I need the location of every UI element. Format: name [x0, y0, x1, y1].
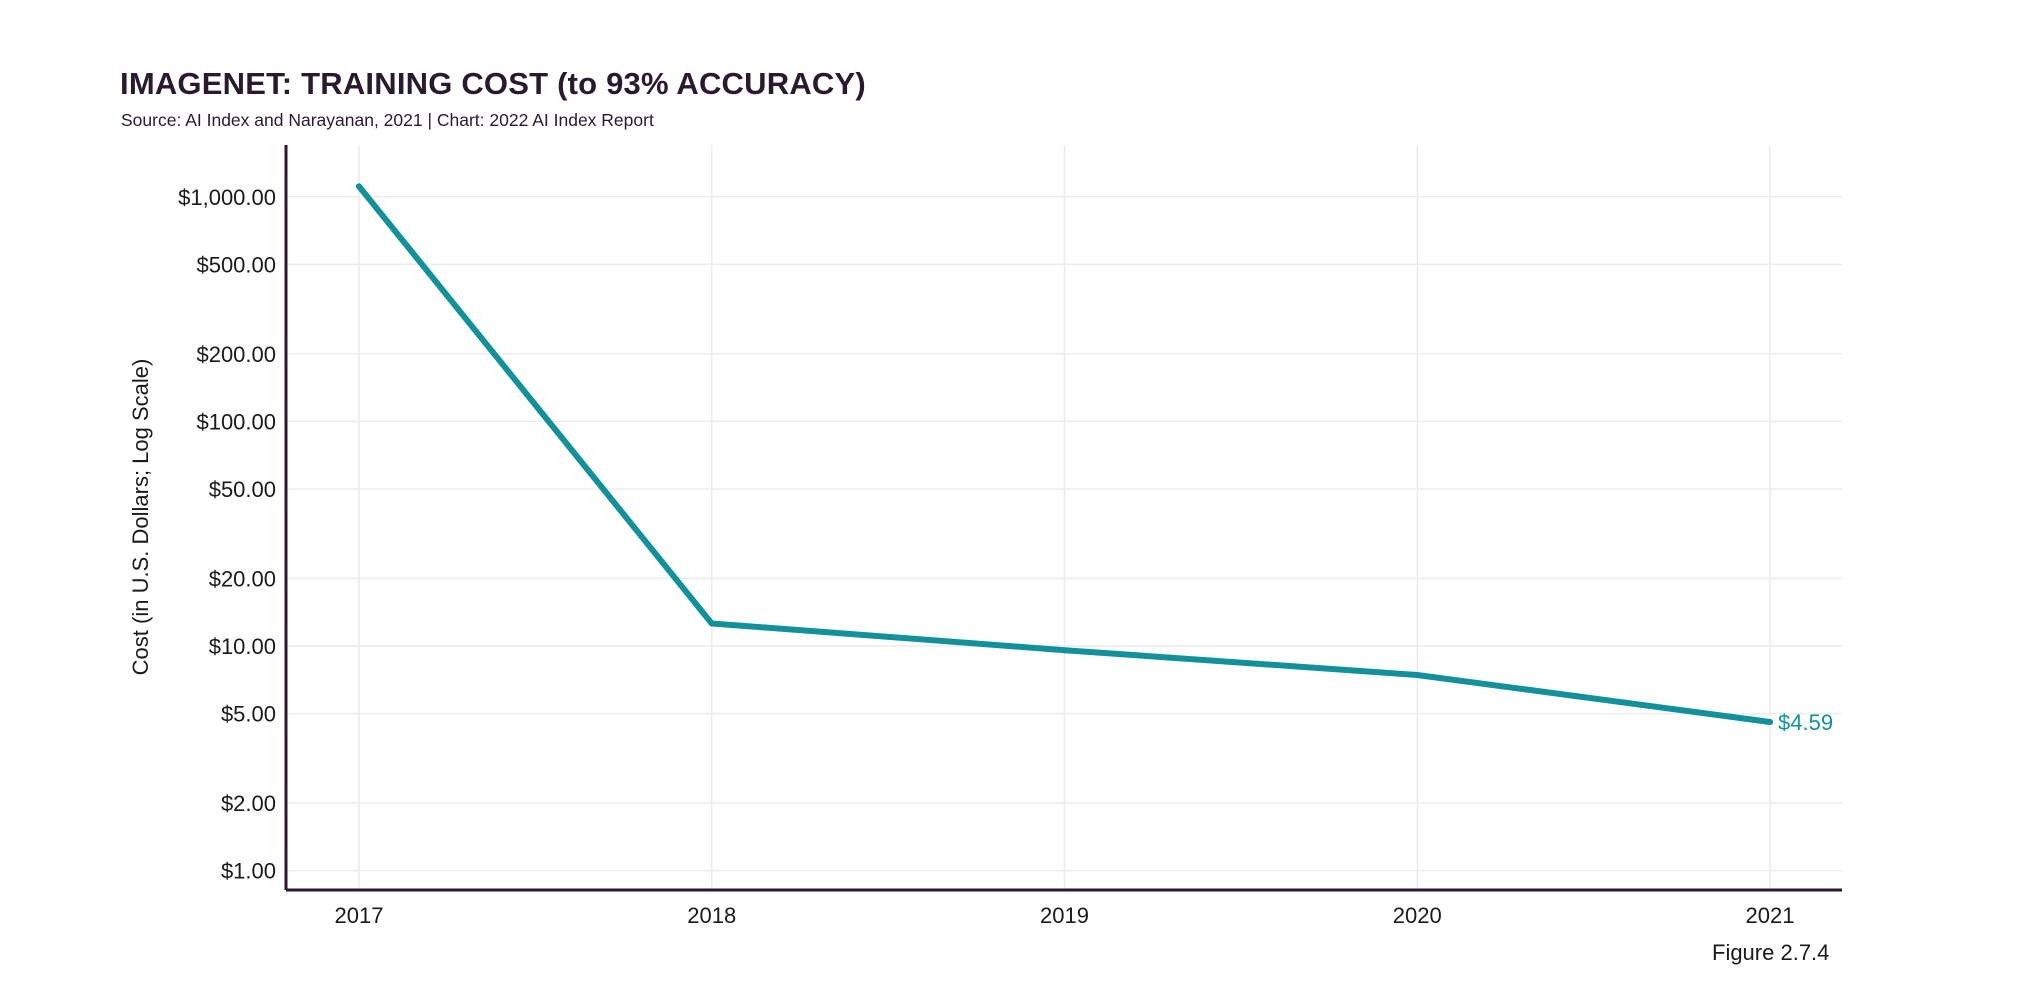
x-tick-label: 2021: [1746, 903, 1795, 928]
x-tick-label: 2020: [1393, 903, 1442, 928]
y-tick-label: $100.00: [196, 409, 276, 434]
y-tick-label: $500.00: [196, 252, 276, 277]
chart-source: Source: AI Index and Narayanan, 2021 | C…: [121, 110, 654, 130]
x-tick-label: 2017: [335, 903, 384, 928]
data-point: [1414, 671, 1421, 678]
chart-title: IMAGENET: TRAINING COST (to 93% ACCURACY…: [120, 66, 866, 101]
x-tick-label: 2018: [687, 903, 736, 928]
y-tick-label: $2.00: [221, 791, 276, 816]
data-point: [1767, 718, 1773, 725]
data-label: $4.59: [1778, 710, 1833, 735]
data-point: [356, 183, 362, 190]
y-tick-label: $10.00: [209, 634, 276, 659]
series-layer: $4.59: [356, 183, 1833, 735]
x-tick-label: 2019: [1040, 903, 1089, 928]
data-point: [708, 620, 715, 627]
y-tick-label: $200.00: [196, 342, 276, 367]
y-tick-label: $1,000.00: [178, 185, 276, 210]
y-tick-label: $5.00: [221, 702, 276, 727]
data-point: [1061, 647, 1068, 654]
y-tick-label: $50.00: [209, 477, 276, 502]
axes: [284, 145, 1842, 892]
y-axis-title: Cost (in U.S. Dollars; Log Scale): [128, 359, 153, 676]
tick-labels: $1,000.00 $500.00 $200.00 $100.00 $50.00 $20.…: [128, 185, 1794, 928]
y-tick-label: $1.00: [221, 859, 276, 884]
gridlines: [286, 145, 1842, 890]
y-tick-label: $20.00: [209, 566, 276, 591]
figure-label: Figure 2.7.4: [1712, 940, 1830, 965]
